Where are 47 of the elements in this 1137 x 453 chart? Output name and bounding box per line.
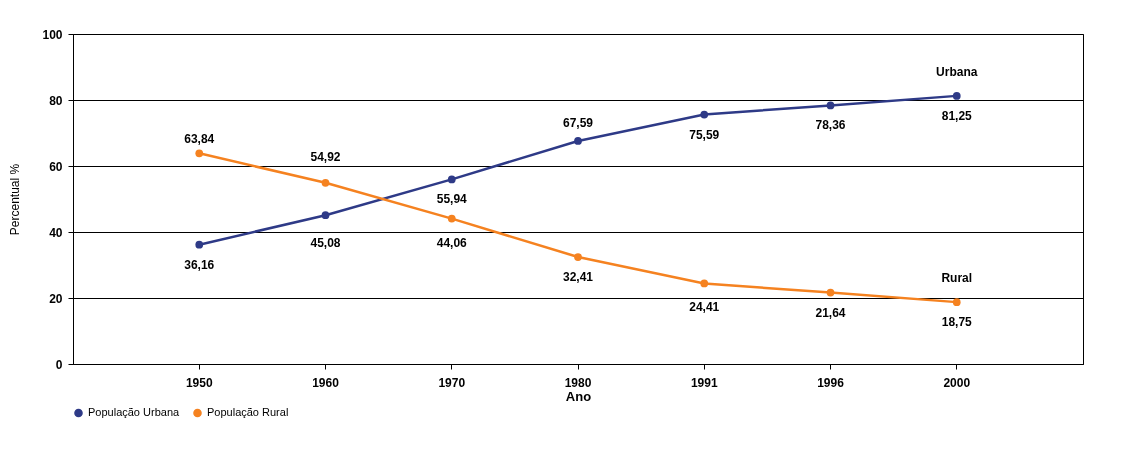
point: [826, 101, 835, 110]
data-label: 67,59: [562, 115, 594, 130]
point: [952, 92, 961, 100]
y-tick-label: 60: [49, 159, 63, 174]
x-tick-label: 1980: [564, 375, 592, 390]
y-tick-label: 20: [49, 291, 63, 306]
point: [700, 279, 709, 288]
data-label: 21,64: [815, 305, 846, 320]
data-label: 18,75: [941, 315, 973, 330]
legend-label: População Rural: [207, 405, 289, 418]
point: [447, 214, 456, 223]
annotation: Rural: [941, 271, 973, 286]
y-tick-label: 40: [49, 225, 63, 240]
point: [574, 137, 582, 145]
point: [195, 149, 204, 158]
point: [574, 253, 582, 261]
data-label: 32,41: [562, 270, 594, 285]
data-label: 55,94: [436, 192, 468, 207]
y-tick-label: 100: [42, 27, 63, 42]
x-axis-title: Ano: [565, 388, 592, 404]
annotation: Urbana: [936, 64, 978, 79]
point: [195, 240, 204, 249]
y-axis-title: Percentual %: [8, 163, 23, 236]
data-label: 63,84: [184, 132, 215, 147]
data-label: 81,25: [941, 108, 973, 123]
y-tick-label: 0: [55, 357, 63, 372]
point: [700, 110, 709, 119]
data-label: 75,59: [689, 127, 720, 142]
data-label: 78,36: [815, 118, 846, 133]
x-tick-label: 1996: [817, 375, 845, 390]
point: [952, 298, 961, 306]
x-tick-label: 1960: [312, 375, 340, 390]
point: [321, 178, 330, 187]
legend-label: População Urbana: [88, 405, 180, 418]
point: [321, 211, 330, 220]
data-label: 54,92: [310, 149, 341, 164]
x-tick-label: 1970: [438, 375, 466, 390]
data-label: 36,16: [184, 257, 215, 272]
data-label: 44,06: [436, 235, 468, 250]
data-label: 24,41: [689, 300, 720, 315]
x-tick-label: 1950: [185, 375, 213, 390]
x-tick-label: 2000: [943, 375, 971, 390]
x-tick-label: 1991: [690, 375, 718, 390]
point: [826, 288, 835, 297]
point: [447, 175, 456, 184]
data-label: 45,08: [310, 236, 341, 251]
y-tick-label: 80: [49, 93, 63, 108]
